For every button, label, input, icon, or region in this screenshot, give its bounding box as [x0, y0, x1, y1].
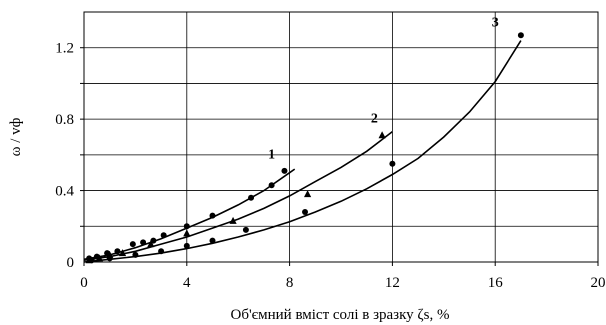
x-axis-label: Об'ємний вміст солі в зразку ζs, %: [231, 307, 450, 323]
data-point-series-3: [517, 32, 524, 39]
data-point-series-3: [132, 251, 139, 258]
y-tick-label: 0.8: [55, 112, 74, 128]
data-point-series-3: [242, 226, 249, 233]
x-tick-label: 0: [80, 275, 88, 291]
y-tick-label: 1.2: [55, 41, 74, 57]
x-axis-ticks: 0 4 8 12 16 20: [80, 262, 606, 291]
y-tick-label: 0: [67, 255, 75, 271]
data-point-series-1: [160, 232, 167, 239]
data-point-series-2: [118, 249, 127, 257]
data-point-series-2: [147, 240, 155, 248]
data-point-series-2: [229, 216, 237, 224]
x-tick-label: 4: [183, 275, 191, 291]
fit-curve-3: [83, 40, 522, 263]
y-tick-label: 0.4: [55, 184, 74, 200]
curve-label-2: 2: [371, 112, 378, 127]
data-point-series-1: [248, 194, 255, 201]
data-point-series-3: [389, 160, 396, 167]
x-tick-label: 8: [286, 275, 294, 291]
data-point-series-3: [209, 237, 216, 244]
data-point-series-3: [106, 255, 113, 262]
fit-curves: [83, 40, 522, 263]
data-point-series-1: [183, 223, 190, 230]
y-axis-ticks: 0 0.4 0.8 1.2: [55, 41, 84, 271]
data-point-series-2: [378, 131, 386, 139]
data-point-series-1: [114, 248, 121, 255]
x-tick-label: 12: [385, 275, 400, 291]
data-points: [85, 32, 524, 264]
y-axis-label: ω / vф: [8, 117, 24, 156]
x-tick-label: 16: [488, 275, 504, 291]
data-point-series-1: [129, 241, 136, 248]
data-point-series-1: [268, 182, 275, 189]
curve-label-1: 1: [268, 147, 275, 162]
data-point-series-2: [183, 229, 191, 237]
data-point-series-3: [183, 242, 190, 249]
curve-label-3: 3: [492, 15, 499, 30]
data-point-series-3: [88, 257, 95, 264]
data-point-series-3: [302, 209, 309, 215]
data-point-series-1: [281, 167, 288, 174]
curve-labels: 1 2 3: [268, 15, 499, 162]
data-point-series-1: [209, 212, 216, 219]
x-tick-label: 20: [591, 275, 606, 291]
plot-frame: [83, 11, 599, 263]
data-point-series-1: [150, 237, 157, 244]
fit-curve-2: [83, 130, 393, 261]
data-point-series-3: [158, 248, 165, 255]
grid: [84, 12, 598, 262]
data-point-series-2: [303, 190, 312, 198]
data-point-series-1: [140, 239, 147, 246]
data-point-series-2: [95, 254, 104, 262]
